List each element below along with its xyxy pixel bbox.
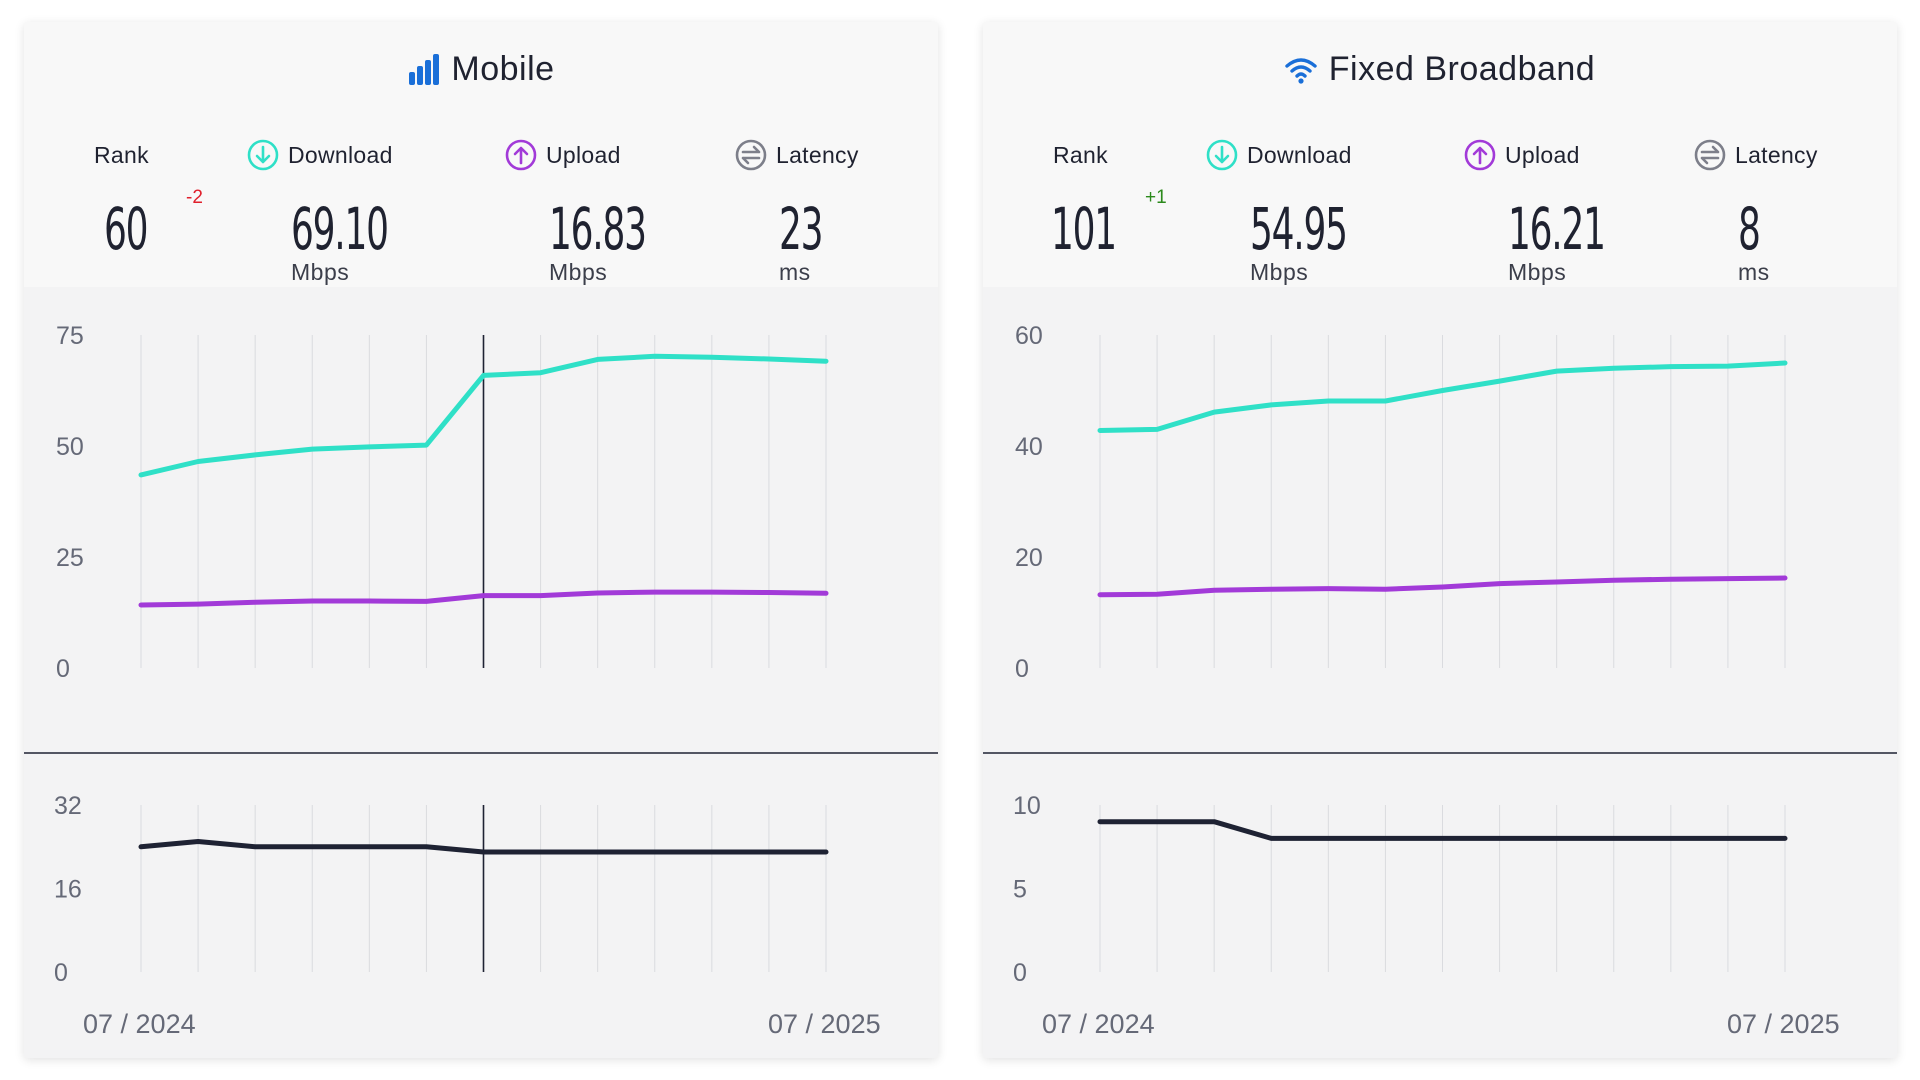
rank-label: Rank <box>94 141 149 168</box>
y-tick-label: 75 <box>56 322 84 350</box>
panel-title: Mobile <box>24 50 938 89</box>
wifi-icon <box>1285 54 1317 86</box>
rank-metric: Rank 60 -2 <box>94 137 203 264</box>
latency-value: 23 <box>779 195 824 263</box>
latency-y-tick-label: 32 <box>54 792 82 820</box>
rank-change: +1 <box>1145 187 1167 208</box>
panel-title: Fixed Broadband <box>983 50 1897 89</box>
latency-y-tick-label: 16 <box>54 876 82 904</box>
mobile-chart: 0 25 50 75 0 16 32 07 / 2024 07 / 2025 <box>24 322 938 1039</box>
download-arrow-icon <box>1205 138 1239 172</box>
download-label: Download <box>1247 141 1352 168</box>
signal-bars-icon <box>407 53 440 86</box>
download-series-line <box>138 353 829 478</box>
y-tick-label: 0 <box>56 655 70 683</box>
y-tick-label: 25 <box>56 544 84 572</box>
y-tick-label: 0 <box>1015 655 1029 683</box>
upload-metric: Upload 16.21 Mbps <box>1463 137 1606 285</box>
panel-title-text: Fixed Broadband <box>1328 50 1596 88</box>
x-label-start: 07 / 2024 <box>1042 1009 1155 1039</box>
rank-value: 101 <box>1051 195 1117 263</box>
x-label-end: 07 / 2025 <box>1727 1009 1840 1039</box>
y-tick-label: 50 <box>56 433 84 461</box>
download-unit: Mbps <box>1250 259 1309 285</box>
y-tick-label: 60 <box>1015 322 1043 350</box>
x-label-start: 07 / 2024 <box>83 1009 196 1039</box>
upload-arrow-icon <box>504 138 538 172</box>
latency-y-tick-label: 0 <box>54 959 68 987</box>
rank-change: -2 <box>186 187 203 208</box>
latency-metric: Latency 23 ms <box>734 137 859 285</box>
rank-metric: Rank 101 +1 <box>1051 137 1167 264</box>
upload-unit: Mbps <box>549 259 608 285</box>
y-tick-label: 20 <box>1015 544 1043 572</box>
rank-value: 60 <box>104 195 149 263</box>
upload-value: 16.83 <box>549 195 647 263</box>
upload-series-line <box>1097 575 1788 598</box>
mobile-panel: Mobile Rank 60 -2 Download 69.10 Mbps Up… <box>24 22 938 1058</box>
upload-series-line <box>138 589 829 608</box>
upload-value: 16.21 <box>1508 195 1606 263</box>
latency-unit: ms <box>779 259 811 285</box>
y-tick-label: 40 <box>1015 433 1043 461</box>
upload-label: Upload <box>546 141 621 168</box>
latency-metric: Latency 8 ms <box>1693 137 1818 285</box>
download-value: 54.95 <box>1250 195 1348 263</box>
latency-arrows-icon <box>1693 138 1727 172</box>
download-label: Download <box>288 141 393 168</box>
latency-value: 8 <box>1738 195 1761 263</box>
download-metric: Download 69.10 Mbps <box>246 137 393 285</box>
download-arrow-icon <box>246 138 280 172</box>
rank-label: Rank <box>1053 141 1108 168</box>
upload-unit: Mbps <box>1508 259 1567 285</box>
latency-series-line <box>1097 819 1788 841</box>
upload-label: Upload <box>1505 141 1580 168</box>
download-metric: Download 54.95 Mbps <box>1205 137 1352 285</box>
latency-unit: ms <box>1738 259 1770 285</box>
panel-header: Mobile Rank 60 -2 Download 69.10 Mbps Up… <box>24 22 938 287</box>
upload-metric: Upload 16.83 Mbps <box>504 137 647 285</box>
panel-header: Fixed Broadband Rank 101 +1 Download 54.… <box>983 22 1897 287</box>
latency-label: Latency <box>1735 141 1818 168</box>
latency-y-tick-label: 0 <box>1013 959 1027 987</box>
download-unit: Mbps <box>291 259 350 285</box>
fixed-broadband-chart: 0 20 40 60 0 5 10 07 / 2024 07 / 2025 <box>983 322 1897 1039</box>
latency-series-line <box>138 839 829 855</box>
latency-arrows-icon <box>734 138 768 172</box>
x-label-end: 07 / 2025 <box>768 1009 881 1039</box>
panel-title-text: Mobile <box>451 50 555 88</box>
latency-label: Latency <box>776 141 859 168</box>
latency-y-tick-label: 5 <box>1013 876 1027 904</box>
latency-y-tick-label: 10 <box>1013 792 1041 820</box>
download-value: 69.10 <box>291 195 389 263</box>
download-series-line <box>1097 360 1788 433</box>
fixed-broadband-panel: Fixed Broadband Rank 101 +1 Download 54.… <box>983 22 1897 1058</box>
upload-arrow-icon <box>1463 138 1497 172</box>
